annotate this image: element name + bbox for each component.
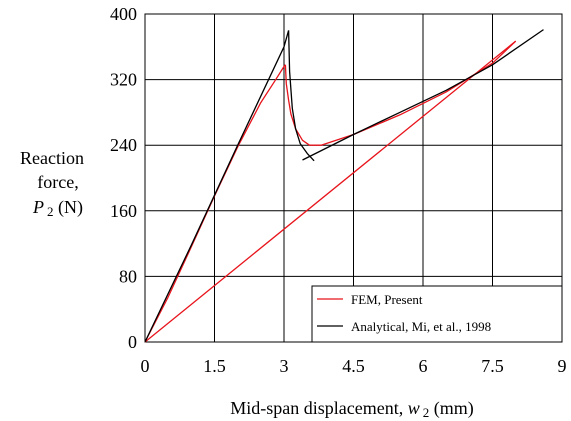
legend-label-analytical: Analytical, Mi, et al., 1998 [351,319,491,334]
series-analytical-line-0 [144,30,290,343]
x-axis-unit: (mm) [429,398,474,419]
x-tick-label: 1.5 [203,356,226,376]
y-tick-label: 160 [110,201,137,221]
series-analytical-line-1 [287,30,315,162]
y-tick-labels: 0 80 160 240 320 400 [110,4,137,352]
legend-box [311,285,563,343]
y-axis-var: P [32,197,44,217]
x-axis-var: w [408,398,420,418]
x-tick-label: 6 [419,356,428,376]
x-tick-label: 7.5 [481,356,504,376]
x-tick-label: 4.5 [342,356,365,376]
series-fem-line-0 [144,64,286,343]
legend: FEM, Present Analytical, Mi, et al., 199… [311,285,563,343]
y-tick-label: 240 [110,135,137,155]
y-axis-sub: 2 [47,204,54,219]
x-tick-label: 9 [558,356,567,376]
y-tick-label: 80 [119,266,137,286]
series-fem-line-1 [284,40,517,146]
y-tick-label: 400 [110,4,137,24]
series-fem-line-2 [144,40,517,343]
series-analytical-line-2 [302,29,544,161]
series-layer [144,29,544,343]
y-axis-title-line2: force, [37,172,78,192]
legend-label-fem: FEM, Present [351,292,423,307]
y-axis-title-line1: Reaction [20,148,84,168]
x-tick-label: 3 [280,356,289,376]
x-axis-sub: 2 [423,405,430,420]
y-tick-label: 320 [110,70,137,90]
y-axis-unit: (N) [54,197,84,218]
x-axis-prefix: Mid-span displacement, [230,398,407,418]
x-tick-label: 0 [141,356,150,376]
x-tick-labels: 0 1.5 3 4.5 6 7.5 9 [141,356,567,376]
y-tick-label: 0 [128,332,137,352]
